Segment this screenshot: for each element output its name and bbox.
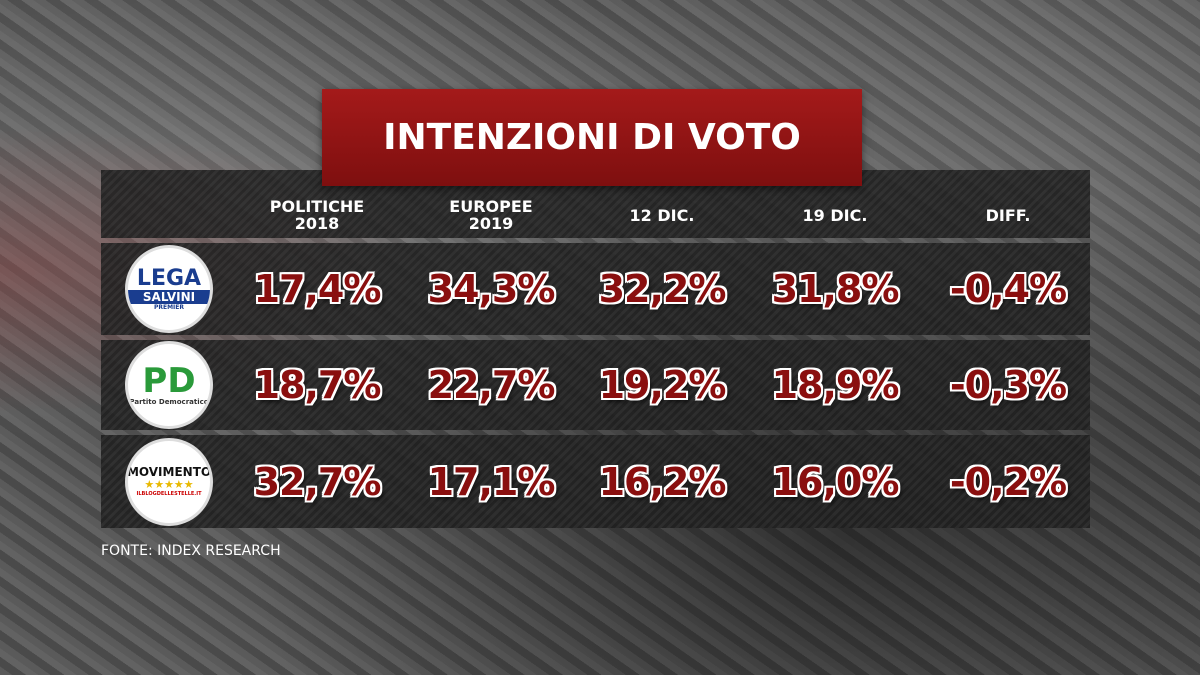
value-cell: -0,4% [949, 267, 1067, 311]
title: INTENZIONI DI VOTO [322, 89, 862, 186]
logo-top: MOVIMENTO [126, 465, 212, 479]
column-header: DIFF. [985, 205, 1031, 225]
column-header: 19 DIC. [802, 205, 868, 225]
value-cell: 18,7% [253, 363, 382, 407]
value-cell: 22,7% [427, 363, 556, 407]
value-cell: -0,3% [949, 363, 1067, 407]
party-logo: PD Partito Democratico [125, 341, 213, 429]
value-cell: 16,0% [771, 459, 900, 504]
value-cell: 17,1% [427, 459, 556, 504]
value-cell: 17,4% [253, 267, 382, 311]
party-logo: LEGA SALVINI PREMIER [125, 245, 213, 333]
column-header: EUROPEE 2019 [449, 197, 533, 233]
value-cell: 32,7% [253, 459, 382, 504]
column-header: 12 DIC. [629, 205, 695, 225]
table-row: PD Partito Democratico 18,7% 22,7% 19,2% 18,9… [101, 340, 1090, 430]
logo-top: LEGA [136, 265, 202, 291]
value-cell: 32,2% [598, 267, 727, 311]
logo-name: SALVINI [128, 289, 210, 304]
logo-name: Partito Democratico [129, 398, 209, 406]
value-cell: 34,3% [427, 267, 556, 311]
value-cell: 18,9% [771, 363, 900, 407]
table-row: MOVIMENTO ★★★★★ ILBLOGDELLESTELLE.IT 32,7% 1… [101, 435, 1090, 528]
logo-sub: PREMIER [153, 303, 185, 311]
table-row: LEGA SALVINI PREMIER 17,4% 34,3% 32,2% 31,8% -0… [101, 243, 1090, 335]
party-logo: MOVIMENTO ★★★★★ ILBLOGDELLESTELLE.IT [125, 437, 213, 526]
logo-sub: ILBLOGDELLESTELLE.IT [136, 491, 202, 497]
value-cell: 19,2% [598, 363, 727, 407]
value-cell: -0,2% [949, 459, 1067, 504]
logo-top: PD [142, 361, 196, 401]
value-cell: 31,8% [771, 267, 900, 311]
logo-name: ★★★★★ [144, 478, 194, 491]
value-cell: 16,2% [598, 459, 727, 504]
source: FONTE: INDEX RESEARCH [101, 543, 281, 559]
column-header: POLITICHE 2018 [269, 197, 365, 233]
